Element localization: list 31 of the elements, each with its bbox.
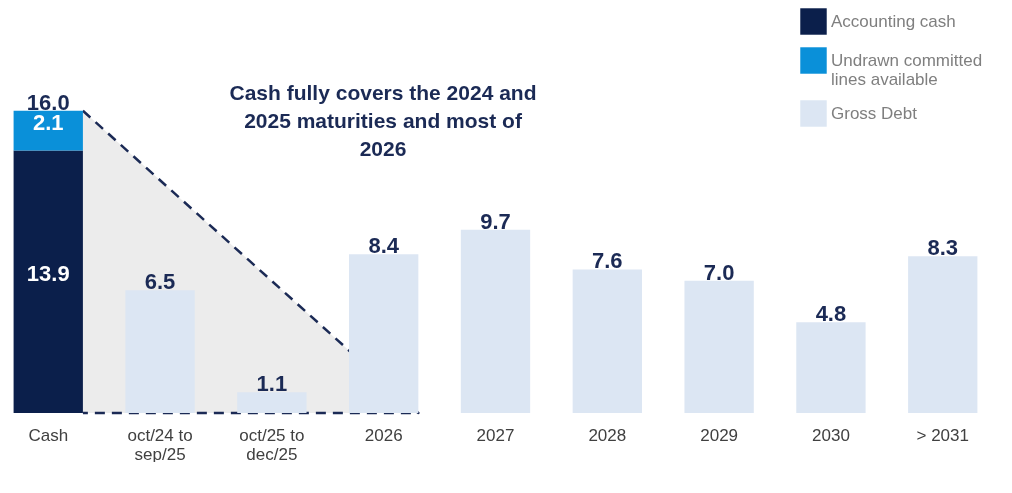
bar — [13, 110, 83, 151]
data-label: 13.9 — [26, 260, 70, 286]
bar — [572, 269, 642, 413]
legend-label: Gross Debt — [831, 103, 918, 123]
bar — [13, 150, 83, 413]
data-label: 8.3 — [927, 235, 959, 261]
bar — [684, 280, 754, 413]
x-tick-label: 2028 — [588, 425, 627, 445]
x-tick-label: Cash — [28, 425, 69, 445]
legend-label: Undrawn committed lines available — [831, 50, 983, 89]
data-label: 1.1 — [256, 371, 288, 397]
x-tick-label: oct/25 to dec/25 — [239, 425, 305, 464]
x-tick-label: 2030 — [812, 425, 850, 445]
data-label: 9.7 — [480, 208, 511, 234]
bar — [460, 229, 531, 413]
data-label: 8.4 — [368, 233, 400, 259]
x-tick-label: 2026 — [364, 425, 403, 445]
bar — [908, 256, 978, 413]
data-label: 7.6 — [592, 248, 623, 274]
x-tick-label: 2027 — [476, 425, 515, 445]
legend-label: Accounting cash — [831, 11, 956, 31]
annotation: Cash fully covers the 2024 and 2025 maturities and most of 2026 — [229, 81, 537, 160]
data-label: 6.5 — [144, 269, 176, 295]
bar — [125, 290, 195, 413]
x-tick-label: 2029 — [700, 425, 739, 445]
bar — [796, 322, 866, 413]
bar — [349, 254, 419, 413]
data-label: 4.8 — [815, 301, 847, 327]
data-label: 7.0 — [703, 259, 735, 285]
bar — [237, 392, 307, 413]
x-tick-label: > 2031 — [916, 425, 969, 445]
